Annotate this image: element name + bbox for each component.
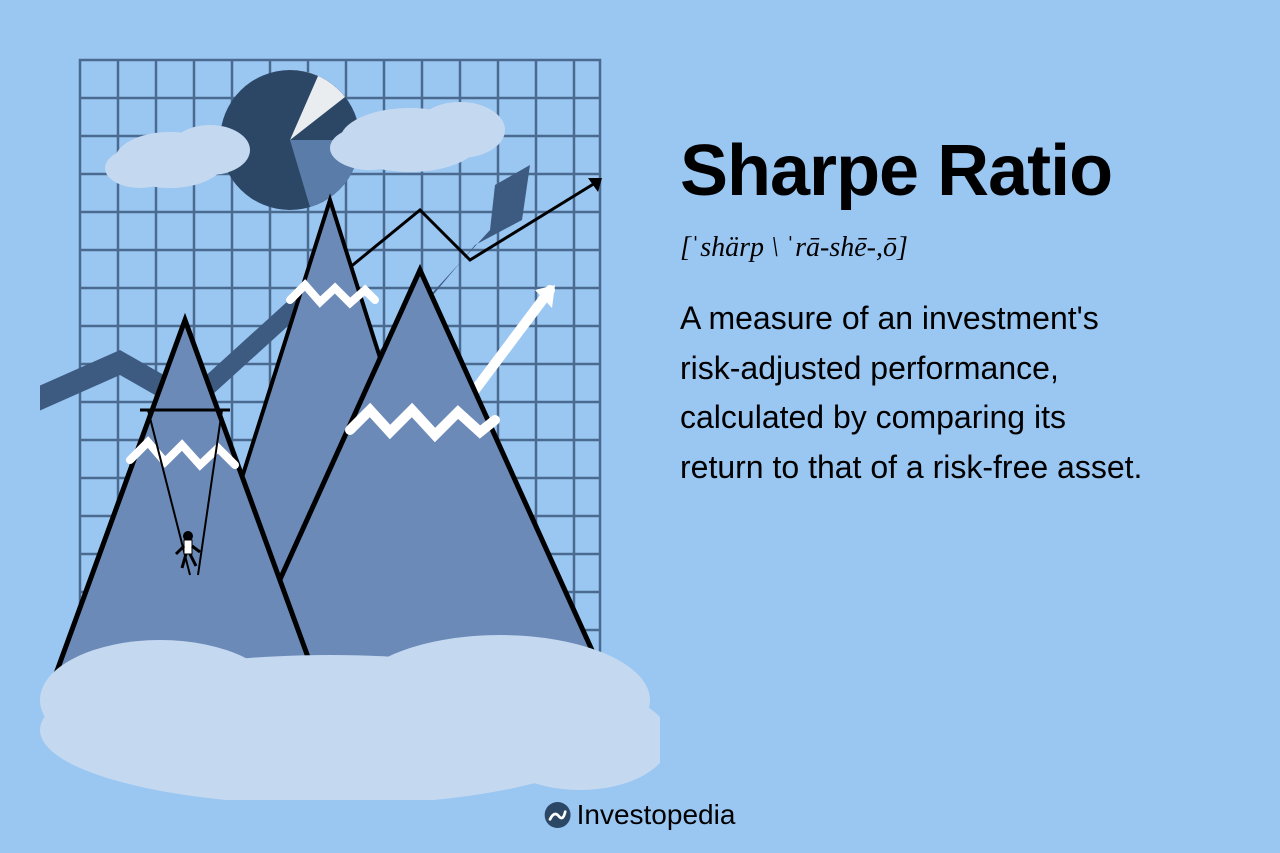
term-title: Sharpe Ratio bbox=[680, 130, 1220, 212]
definition-block: Sharpe Ratio [ˈshärp \ ˈrā-shē-,ō] A mea… bbox=[680, 130, 1220, 492]
pronunciation-text: [ˈshärp \ ˈrā-shē-,ō] bbox=[680, 232, 1220, 264]
infographic-card: Sharpe Ratio [ˈshärp \ ˈrā-shē-,ō] A mea… bbox=[0, 0, 1280, 853]
mountain-chart-illustration bbox=[40, 50, 660, 800]
cloud-upper-left bbox=[105, 125, 250, 188]
investopedia-logo-icon bbox=[545, 802, 571, 828]
cloud-upper-right bbox=[330, 102, 505, 172]
brand-name: Investopedia bbox=[577, 799, 736, 831]
brand-footer: Investopedia bbox=[545, 799, 736, 831]
cloud-bottom bbox=[40, 635, 660, 800]
illustration-panel bbox=[40, 50, 660, 800]
definition-text: A measure of an investment's risk-adjust… bbox=[680, 294, 1150, 492]
